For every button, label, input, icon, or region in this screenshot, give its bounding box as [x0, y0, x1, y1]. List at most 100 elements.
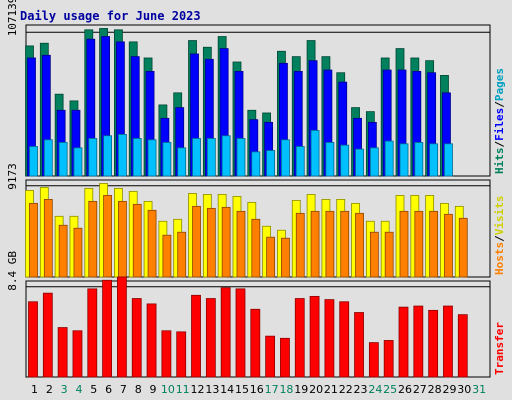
legend-part: /: [493, 141, 506, 148]
legend-part: /: [493, 101, 506, 108]
y-max-label: 8.4 GB: [6, 251, 19, 291]
bar-visits-hosts-day-25: [384, 231, 394, 278]
bar-transfer-transfer-day-3: [57, 327, 68, 378]
bar-visits-hosts-day-18: [281, 237, 290, 278]
bar-pages-pages-day-12: [192, 138, 201, 177]
bar-transfer-transfer-day-5: [87, 288, 98, 378]
x-tick-label-day-21: 21: [324, 383, 338, 396]
bar-pages-pages-day-23: [355, 148, 364, 177]
bar-visits-hosts-day-6: [103, 195, 112, 278]
bar-pages-pages-day-1: [29, 146, 38, 177]
x-tick-label-day-5: 5: [90, 383, 97, 396]
bar-visits-hosts-day-14: [221, 206, 231, 278]
bar-pages-pages-day-25: [384, 140, 394, 177]
bar-visits-hosts-day-29: [444, 213, 453, 278]
x-tick-label-day-29: 29: [442, 383, 456, 396]
bar-pages-pages-day-3: [58, 142, 68, 177]
bar-transfer-transfer-day-4: [72, 330, 83, 378]
x-tick-label-day-25: 25: [383, 383, 397, 396]
x-tick-label-day-18: 18: [279, 383, 293, 396]
bar-visits-hosts-day-23: [355, 212, 364, 278]
bar-transfer-transfer-day-23: [354, 312, 364, 378]
bar-transfer-transfer-day-29: [443, 305, 453, 378]
x-tick-label-day-30: 30: [457, 383, 471, 396]
y-max-label: 9173: [6, 163, 19, 190]
bar-pages-pages-day-15: [236, 138, 246, 177]
bar-transfer-transfer-day-21: [324, 299, 335, 378]
bar-visits-hosts-day-17: [266, 236, 276, 278]
bar-transfer-transfer-day-6: [102, 279, 112, 378]
bar-transfer-transfer-day-9: [146, 303, 157, 378]
bar-transfer-transfer-day-25: [383, 340, 394, 378]
bar-transfer-transfer-day-14: [220, 287, 231, 378]
bar-transfer-transfer-day-1: [28, 301, 38, 378]
x-tick-label-day-19: 19: [294, 383, 308, 396]
bar-pages-pages-day-19: [295, 146, 305, 177]
legend-part: Pages: [493, 68, 506, 101]
bar-transfer-transfer-day-12: [191, 294, 201, 378]
bar-transfer-transfer-day-13: [205, 298, 216, 378]
x-tick-label-day-1: 1: [31, 383, 38, 396]
bar-visits-hosts-day-26: [399, 210, 409, 278]
bar-transfer-transfer-day-20: [309, 295, 320, 378]
bar-pages-pages-day-17: [266, 150, 276, 177]
bar-pages-pages-day-10: [162, 142, 172, 177]
bar-visits-hosts-day-24: [369, 231, 379, 278]
legend-part: Files: [493, 108, 506, 141]
legend-part: Visits: [493, 196, 506, 236]
bar-visits-hosts-day-28: [429, 210, 439, 278]
bar-visits-hosts-day-4: [73, 227, 83, 278]
bar-transfer-transfer-day-15: [235, 288, 246, 378]
bar-transfer-transfer-day-19: [294, 298, 305, 378]
x-tick-label-day-27: 27: [413, 383, 427, 396]
bar-pages-pages-day-26: [399, 143, 409, 177]
bar-visits-hosts-day-1: [29, 202, 38, 278]
bar-visits-hosts-day-22: [340, 210, 350, 278]
bar-transfer-transfer-day-28: [428, 309, 439, 378]
bar-visits-hosts-day-7: [118, 200, 127, 278]
x-tick-label-day-12: 12: [191, 383, 205, 396]
bar-pages-pages-day-13: [206, 138, 216, 177]
bar-pages-pages-day-29: [444, 143, 453, 177]
y-max-label: 107139: [6, 0, 19, 36]
bar-visits-hosts-day-10: [162, 234, 172, 278]
bar-visits-hosts-day-30: [458, 217, 468, 278]
bar-pages-pages-day-16: [251, 151, 261, 177]
bar-visits-hosts-day-11: [177, 231, 187, 278]
bar-transfer-transfer-day-24: [368, 342, 379, 378]
x-tick-label-day-17: 17: [265, 383, 279, 396]
bar-pages-pages-day-20: [310, 130, 320, 177]
legend-visits: Hosts/Visits: [493, 196, 506, 276]
bar-visits-hosts-day-20: [310, 210, 320, 278]
bar-pages-pages-day-8: [132, 138, 142, 177]
legend-pages: Hits/Files/Pages: [493, 68, 506, 174]
bar-transfer-transfer-day-27: [413, 305, 424, 378]
x-tick-label-day-13: 13: [205, 383, 219, 396]
x-tick-label-day-20: 20: [309, 383, 323, 396]
chart-title: Daily usage for June 2023: [20, 9, 201, 23]
x-tick-label-day-9: 9: [150, 383, 157, 396]
x-tick-label-day-10: 10: [161, 383, 175, 396]
bar-pages-pages-day-2: [43, 139, 53, 177]
bar-pages-pages-day-14: [221, 135, 231, 177]
bar-transfer-transfer-day-22: [339, 301, 350, 378]
x-tick-label-day-16: 16: [250, 383, 264, 396]
bar-pages-pages-day-22: [340, 144, 350, 177]
bar-pages-pages-day-5: [88, 138, 98, 177]
bar-visits-hosts-day-16: [251, 218, 261, 278]
bar-transfer-transfer-day-26: [398, 306, 409, 378]
bar-visits-hosts-day-5: [88, 200, 98, 278]
bar-pages-pages-day-7: [118, 134, 127, 177]
x-tick-label-day-8: 8: [135, 383, 142, 396]
x-tick-label-day-26: 26: [398, 383, 412, 396]
legend-part: /: [493, 235, 506, 242]
legend-part: Transfer: [493, 322, 506, 375]
bar-visits-hosts-day-9: [147, 209, 157, 278]
bar-pages-pages-day-18: [281, 139, 290, 177]
legend-part: Hosts: [493, 242, 506, 275]
x-tick-label-day-14: 14: [220, 383, 234, 396]
bar-pages-pages-day-6: [103, 135, 112, 177]
x-tick-label-day-22: 22: [339, 383, 353, 396]
